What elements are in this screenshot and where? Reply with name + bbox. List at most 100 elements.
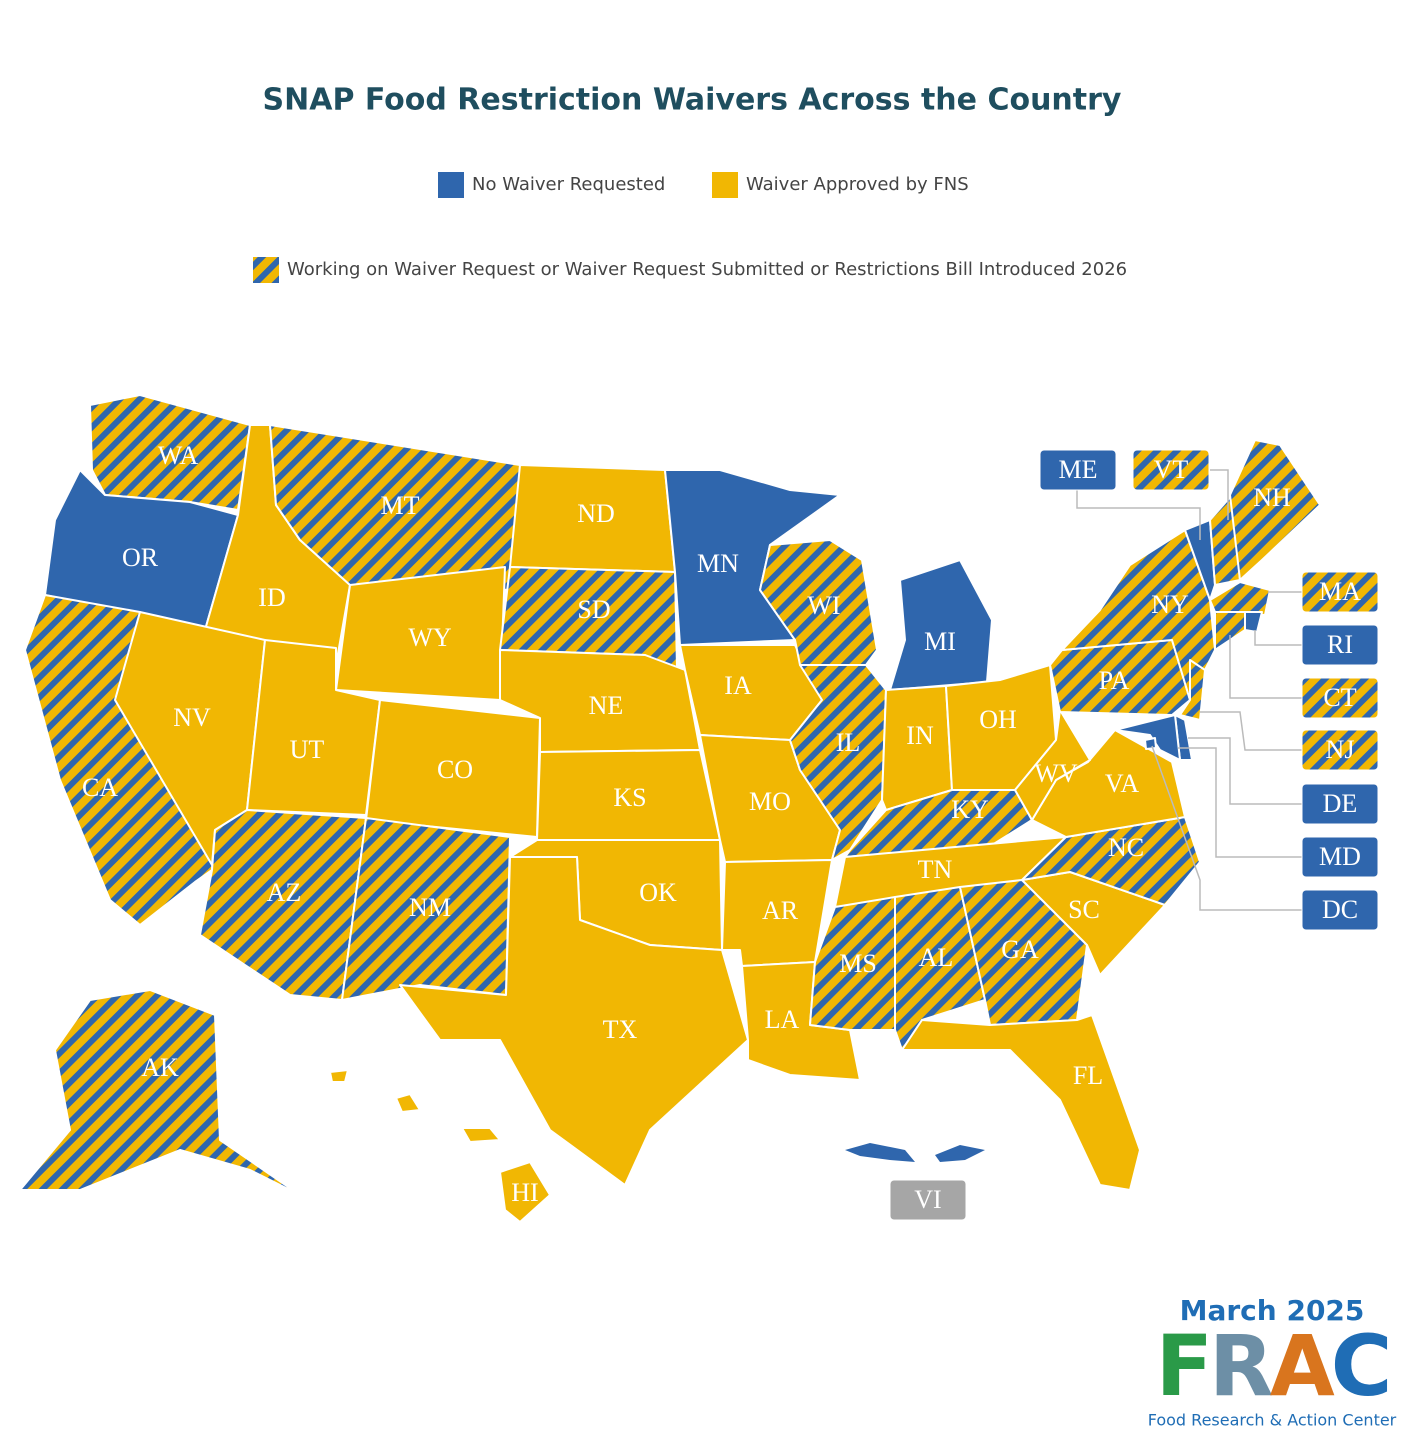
label-box [1301,571,1379,613]
state-label: ID [258,583,285,612]
label-box [1301,836,1379,878]
label-box [1301,624,1379,666]
state-label: GA [1001,935,1039,964]
state-label: UT [290,735,325,764]
island [935,1145,985,1162]
leader-line [1200,711,1302,751]
state-label: ND [577,499,615,528]
title: SNAP Food Restriction Waivers Across the… [263,83,1122,118]
legend-label: Working on Waiver Request or Waiver Requ… [287,259,1127,280]
label-box [1301,889,1379,931]
state-label: VI [914,1185,941,1214]
state-label: CO [437,755,473,784]
leader-line [1229,635,1302,699]
island [461,1127,501,1143]
state-label: TX [603,1015,638,1044]
state-label: OK [639,878,677,907]
state [1179,659,1206,721]
state-label: WV [1034,759,1078,788]
legend-label: Waiver Approved by FNS [746,174,969,195]
state [399,856,749,1186]
state-label: RI [1327,630,1353,659]
state-label: FL [1073,1061,1103,1090]
state-label: NV [173,703,211,732]
state [1209,581,1271,616]
state [901,1014,1141,1191]
state-label: TN [918,855,953,884]
logo: FRAC [1156,1317,1389,1415]
state-label: KS [613,783,646,812]
state [789,664,887,861]
state-label: OH [979,705,1017,734]
label-box [1301,729,1379,771]
state-label: MA [1319,577,1361,606]
state-label: MT [381,491,420,520]
state-label: WY [408,623,452,652]
state-label: HI [511,1178,538,1207]
leader-line [1178,747,1302,858]
state-label: SC [1068,895,1100,924]
state-label: NE [589,691,624,720]
label-box [1132,449,1210,491]
state [1114,714,1181,761]
leader-line [1076,490,1201,540]
state-label: MO [749,787,791,816]
leader-line [1188,737,1302,805]
state-label: OR [122,543,159,572]
island [845,1143,915,1162]
legend-swatch [438,172,464,198]
legend: No Waiver Requested Waiver Approved by FN… [253,172,1127,283]
vi-islands [845,1143,985,1162]
state-label: ME [1059,455,1098,484]
map: WA OR CA ID NV MT WY UT AZ CO NM ND SD NE KS OK TX MN IA MO… [19,394,1379,1223]
state-label: IN [906,721,934,750]
state-label: KY [951,795,989,824]
state-label: CA [82,773,118,802]
leader-line [1254,630,1302,646]
state-label: DC [1322,895,1358,924]
label-box [1301,677,1379,719]
state-label: WA [158,441,199,470]
state-label: WI [807,591,840,620]
state-label: VT [1154,455,1189,484]
state [1229,439,1321,581]
label-box [1039,449,1117,491]
legend-swatch [253,257,279,283]
leader-line [1151,745,1302,911]
island [499,1161,551,1223]
state-label: NY [1151,590,1189,619]
state-label: AZ [267,878,302,907]
state-label: MN [697,549,739,578]
state-label: MI [924,627,956,656]
state [1014,709,1091,821]
leader-line [1210,469,1229,520]
state-label: DE [1323,789,1358,818]
state [89,394,251,511]
island [329,1069,349,1083]
label-box [1301,783,1379,825]
footer-date: March 2025 [1180,1294,1365,1327]
state-label: IL [836,728,861,757]
state [1214,611,1246,651]
state-label: CT [1323,683,1356,712]
state-label: AR [762,896,799,925]
state [1144,737,1157,750]
legend-label: No Waiver Requested [472,174,665,195]
state-label: PA [1099,666,1130,695]
state-label: AL [919,943,954,972]
state-label: SD [577,595,610,624]
state-label: VA [1105,769,1139,798]
footer-org: Food Research & Action Center [1148,1411,1397,1430]
label-box [889,1179,967,1221]
state-label: LA [765,1005,800,1034]
state-label: NJ [1326,735,1355,764]
state [19,989,301,1196]
island [395,1093,421,1113]
state-label: MS [839,949,877,978]
state-label: NC [1108,833,1144,862]
legend-swatch [712,172,738,198]
state-label: AK [141,1053,179,1082]
state-label: IA [724,671,752,700]
state-label: NH [1253,483,1291,512]
state-label: MD [1319,842,1361,871]
